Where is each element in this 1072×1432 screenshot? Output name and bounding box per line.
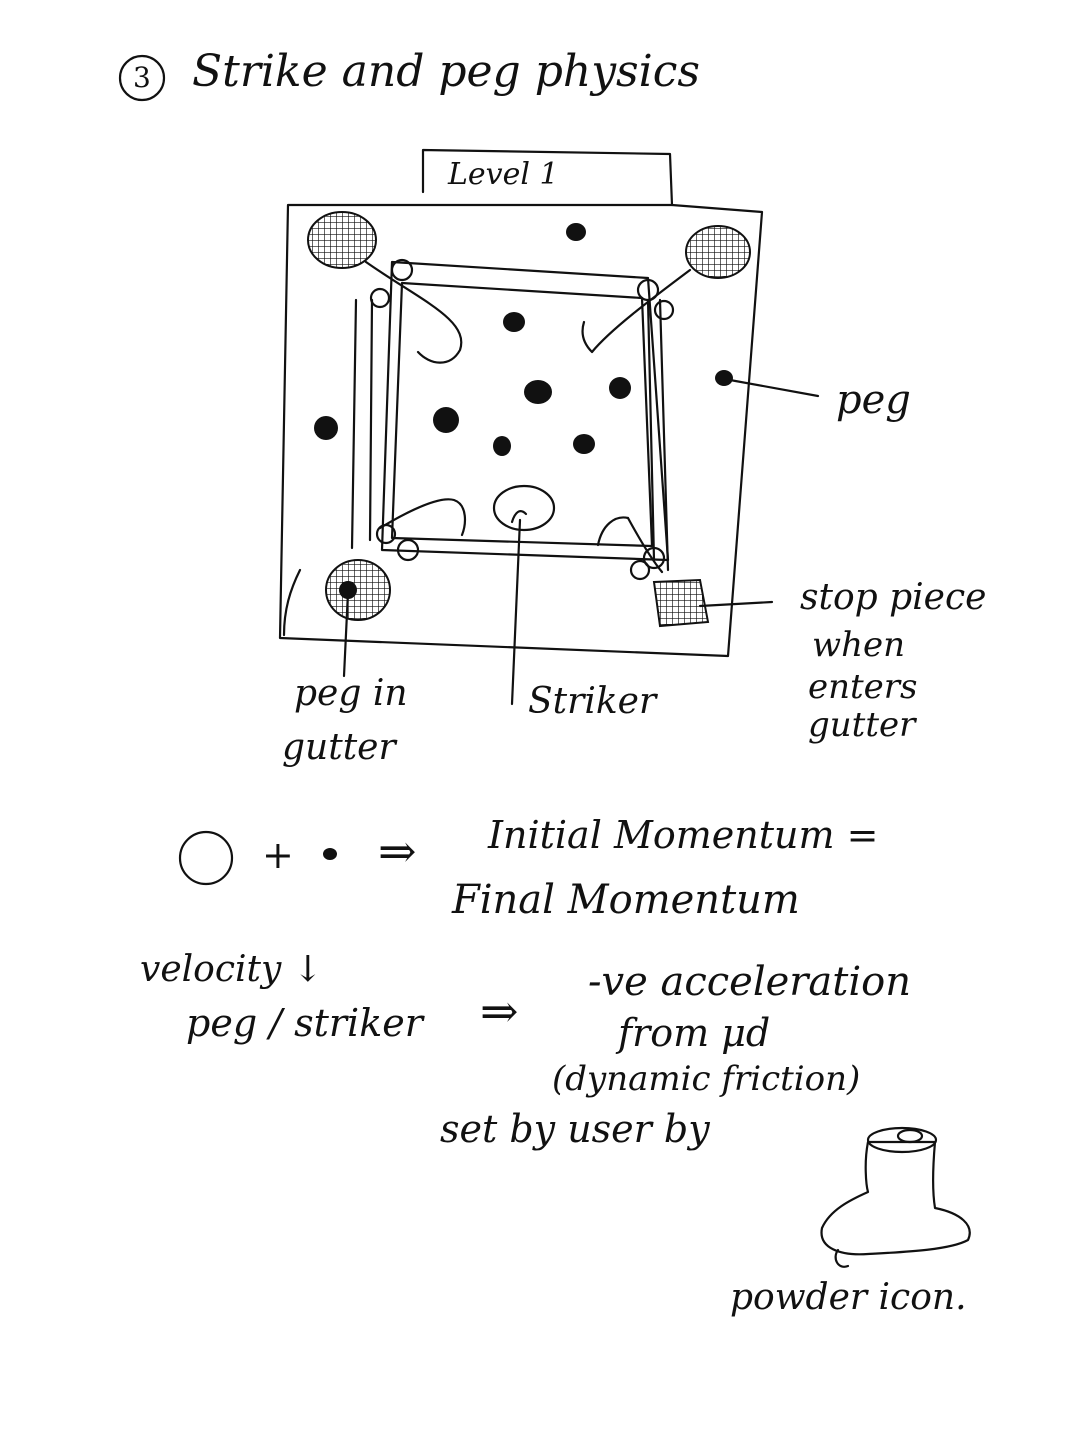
peg (715, 370, 733, 386)
peg (524, 380, 552, 404)
momentum-striker-circle (178, 830, 234, 886)
stop-piece-leader-line (698, 600, 774, 608)
inner-play-area-inner (390, 281, 654, 548)
level-tab (421, 148, 674, 207)
section-number: 3 (133, 61, 151, 94)
powder-icon-cap (866, 1126, 938, 1154)
peg (314, 416, 338, 440)
peg (433, 407, 459, 433)
aim-line (378, 498, 467, 537)
gutter-hatched (307, 211, 377, 269)
board-outline (278, 203, 764, 658)
powder-icon (820, 1140, 971, 1256)
page-title: Strike and peg physics (192, 46, 700, 97)
aim-line (364, 260, 463, 364)
gutter-hatched (685, 225, 751, 279)
striker-mark (510, 510, 528, 524)
striker-leader-line (510, 518, 522, 706)
aim-line (626, 516, 664, 574)
peg (493, 436, 511, 456)
peg-leader-line (728, 378, 820, 398)
peg-in-gutter-label-1: peg in (294, 673, 408, 714)
corner-ring (636, 278, 660, 302)
powder-icon-caption: powder icon. (730, 1277, 967, 1318)
stop-piece-label-2: when (812, 625, 906, 665)
friction-right-3: (dynamic friction) (552, 1059, 861, 1099)
striker-label: Striker (528, 681, 657, 722)
stop-piece-label-4: gutter (808, 705, 916, 745)
gutter-hatched (325, 559, 391, 621)
peg-in-gutter-label-2: gutter (282, 727, 396, 768)
friction-left-1: velocity ↓ (140, 949, 323, 990)
peg (573, 434, 595, 454)
striker (492, 484, 556, 532)
corner-ring (653, 299, 675, 321)
peg (503, 312, 525, 332)
peg-label: peg (836, 377, 911, 423)
momentum-peg-dot (323, 848, 337, 860)
peg (566, 223, 586, 241)
friction-left-2: peg / striker (186, 1001, 423, 1045)
aim-line (581, 268, 692, 354)
inner-right-rail (646, 298, 670, 572)
peg-in-gutter (339, 581, 357, 599)
corner-ring (369, 287, 391, 309)
corner-ring (629, 559, 651, 581)
inner-left-rail (350, 298, 374, 550)
powder-icon-drip (834, 1248, 850, 1268)
corner-ring (396, 538, 420, 562)
peg (609, 377, 631, 399)
inner-play-area (380, 260, 670, 562)
stop-piece-label-1: stop piece (800, 577, 987, 618)
board-edge-mark (282, 568, 302, 637)
corner-ring (642, 546, 666, 570)
momentum-plus: + (262, 833, 294, 877)
stop-piece-label-3: enters (808, 667, 918, 707)
momentum-line-2: Final Momentum (452, 877, 800, 923)
friction-right-1: -ve acceleration (588, 959, 911, 1005)
momentum-arrow: ⇒ (378, 824, 417, 878)
powder-icon-hole (896, 1128, 924, 1144)
level-label: Level 1 (448, 157, 559, 192)
section-number-circle (118, 54, 166, 102)
aim-line (596, 516, 630, 547)
friction-arrow: ⇒ (480, 984, 519, 1038)
momentum-line-1: Initial Momentum = (488, 813, 879, 857)
friction-right-2: from μd (618, 1011, 771, 1055)
corner-ring (390, 258, 414, 282)
stop-piece-gutter (652, 578, 710, 628)
set-by-label: set by user by (440, 1107, 710, 1151)
